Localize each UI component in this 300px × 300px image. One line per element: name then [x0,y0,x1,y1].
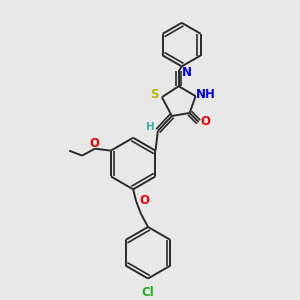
Text: O: O [139,194,149,207]
Text: NH: NH [196,88,215,101]
Text: Cl: Cl [142,286,154,299]
Text: H: H [146,122,154,132]
Text: S: S [150,88,158,101]
Text: O: O [89,137,99,150]
Text: O: O [200,116,211,128]
Text: N: N [182,66,192,79]
